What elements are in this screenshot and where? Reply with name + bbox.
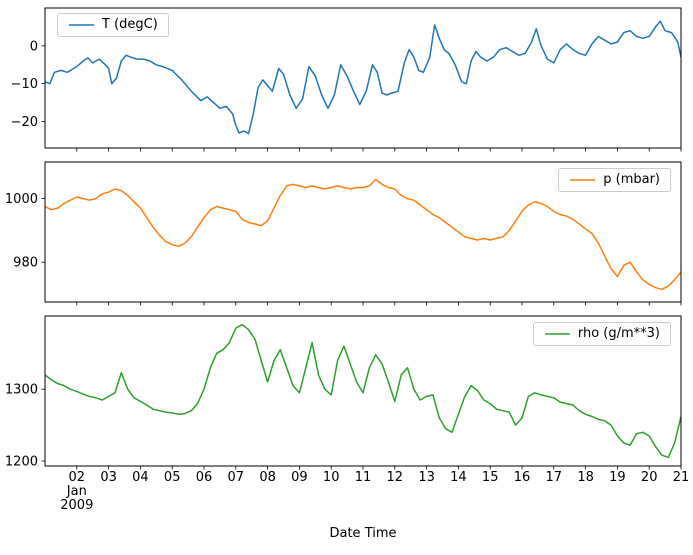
y-tick-label: 1300 bbox=[5, 383, 38, 398]
x-tick-label: 19 bbox=[609, 470, 626, 485]
y-tick-label: −10 bbox=[11, 77, 38, 92]
x-tick-label: 21 bbox=[673, 470, 690, 485]
pressure-line bbox=[45, 178, 681, 291]
x-ticks-temperature bbox=[76, 148, 682, 152]
legend-density: rho (g/m**3) bbox=[532, 322, 671, 347]
legend-label-density: rho (g/m**3) bbox=[577, 326, 660, 341]
x-offset-year: 2009 bbox=[60, 498, 93, 513]
x-tick-label: 18 bbox=[577, 470, 594, 485]
x-ticks-density bbox=[76, 466, 682, 470]
y-tick-label: 980 bbox=[13, 256, 38, 271]
y-tick-label: 1000 bbox=[5, 192, 38, 207]
x-tick-label: 08 bbox=[259, 470, 276, 485]
density-line bbox=[45, 323, 681, 459]
y-ticks-temperature: 0 −10 −20 bbox=[11, 39, 45, 130]
subplot-temperature: 0 −10 −20 bbox=[11, 7, 682, 152]
temperature-line bbox=[45, 20, 681, 135]
x-tick-label: 16 bbox=[514, 470, 531, 485]
legend-line-temperature bbox=[69, 24, 94, 26]
x-offset-month: Jan bbox=[66, 484, 87, 499]
x-tick-label: 10 bbox=[323, 470, 340, 485]
x-axis-title: Date Time bbox=[329, 526, 397, 541]
y-ticks-density: 1300 1200 bbox=[5, 383, 45, 469]
y-tick-label: 1200 bbox=[5, 454, 38, 469]
legend-label-temperature: T (degC) bbox=[102, 17, 158, 32]
legend-pressure: p (mbar) bbox=[558, 168, 671, 193]
x-tick-label: 12 bbox=[387, 470, 404, 485]
x-tick-label: 06 bbox=[196, 470, 213, 485]
subplot-density: 1300 1200 02 03 04 05 06 07 08 09 10 11 12 13 14 15 16 17… bbox=[5, 315, 690, 513]
x-tick-label: 03 bbox=[100, 470, 117, 485]
x-tick-label: 20 bbox=[641, 470, 658, 485]
x-tick-labels: 02 03 04 05 06 07 08 09 10 11 12 13 14 15 16 17 18 19 20 21 bbox=[69, 470, 690, 485]
x-tick-label: 11 bbox=[355, 470, 372, 485]
x-tick-label: 07 bbox=[228, 470, 245, 485]
x-tick-label: 04 bbox=[132, 470, 149, 485]
subplot-pressure: 1000 980 bbox=[5, 161, 682, 306]
x-tick-label: 14 bbox=[450, 470, 467, 485]
x-tick-label: 13 bbox=[418, 470, 435, 485]
x-ticks-pressure bbox=[76, 302, 682, 306]
x-tick-label: 05 bbox=[164, 470, 181, 485]
y-tick-label: 0 bbox=[30, 39, 38, 54]
y-ticks-pressure: 1000 980 bbox=[5, 192, 45, 271]
x-tick-label: 09 bbox=[291, 470, 308, 485]
x-tick-label: 02 bbox=[69, 470, 86, 485]
x-tick-label: 17 bbox=[546, 470, 563, 485]
legend-line-density bbox=[544, 333, 570, 335]
legend-line-pressure bbox=[570, 179, 596, 181]
y-tick-label: −20 bbox=[11, 115, 38, 130]
legend-label-pressure: p (mbar) bbox=[603, 172, 660, 187]
x-tick-label: 15 bbox=[482, 470, 499, 485]
legend-temperature: T (degC) bbox=[57, 13, 169, 38]
